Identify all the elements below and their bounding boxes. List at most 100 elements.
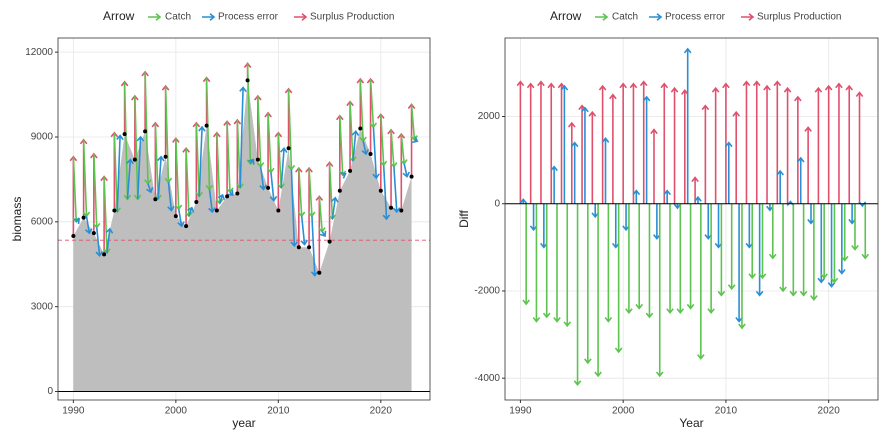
diff-arrow <box>796 156 805 204</box>
process-error-arrow <box>217 193 226 204</box>
biomass-point <box>276 208 281 213</box>
x-tick-label: 2000 <box>165 406 188 417</box>
diff-arrow <box>516 80 525 204</box>
y-axis-title: Diff <box>457 209 471 227</box>
diff-arrow <box>614 203 623 354</box>
diff-arrow <box>635 203 644 310</box>
biomass-point <box>204 123 209 128</box>
y-tick-label: 0 <box>47 386 53 397</box>
biomass-point <box>409 174 414 179</box>
diff-arrow <box>758 203 767 280</box>
process-error-arrow <box>136 135 145 200</box>
process-error-arrow <box>227 189 234 196</box>
biomass-point <box>296 245 301 250</box>
process-error-arrow <box>198 125 206 197</box>
catch-arrow <box>277 132 285 190</box>
diff-arrow <box>629 82 638 204</box>
diff-arrow <box>820 203 828 280</box>
y-axis-title: biomass <box>10 197 24 242</box>
biomass-point <box>378 188 383 193</box>
y-tick-label: 3000 <box>31 301 54 312</box>
catch-arrow <box>144 71 152 185</box>
process-error-arrow <box>116 134 124 212</box>
x-tick-label: 2010 <box>267 406 290 417</box>
biomass-point <box>317 270 322 275</box>
diff-arrow <box>707 203 715 315</box>
biomass-point <box>327 239 332 244</box>
biomass-point <box>81 215 86 220</box>
process-error-arrow <box>105 227 114 254</box>
legend-title: Arrow <box>103 9 135 23</box>
diff-arrow <box>526 82 535 204</box>
diff-arrow <box>799 203 808 297</box>
diff-arrow <box>711 86 720 204</box>
diff-arrow <box>742 80 751 204</box>
diff-arrow <box>625 203 633 315</box>
biomass-point <box>399 208 404 213</box>
diff-arrow <box>642 95 651 204</box>
diff-arrow <box>817 203 826 284</box>
surplus-arrow <box>387 128 395 208</box>
diff-arrow <box>650 128 658 204</box>
diff-arrow <box>824 84 833 204</box>
diff-arrow <box>663 189 671 204</box>
x-tick-label: 1990 <box>62 406 85 417</box>
y-tick-label: 12000 <box>25 47 53 58</box>
diff-arrow <box>855 91 864 204</box>
diff-arrow <box>694 195 702 204</box>
diff-arrow <box>748 203 757 280</box>
x-tick-label: 2020 <box>370 406 393 417</box>
diff-arrow <box>724 141 733 204</box>
biomass-point <box>266 185 271 190</box>
diff-arrow <box>542 203 551 319</box>
surplus-arrow <box>407 103 416 177</box>
biomass-point <box>214 208 219 213</box>
legend-label: Process error <box>665 12 726 23</box>
diff-arrow <box>550 165 558 204</box>
legend-label: Process error <box>218 12 279 23</box>
catch-arrow <box>225 121 234 194</box>
diff-arrow <box>794 95 802 204</box>
diff-arrow <box>604 203 613 323</box>
process-error-arrow <box>340 171 347 179</box>
diff-arrow <box>547 82 556 204</box>
diff-arrow <box>763 84 771 204</box>
biomass-point <box>358 126 363 131</box>
process-error-arrow <box>331 196 339 220</box>
biomass-point <box>389 205 394 210</box>
legend-key <box>294 13 308 21</box>
diff-arrow <box>717 203 726 297</box>
biomass-point <box>286 146 291 151</box>
surplus-arrow <box>397 132 406 211</box>
x-axis-title: year <box>232 416 255 430</box>
diff-arrow <box>835 82 843 204</box>
diff-arrow <box>686 203 695 310</box>
process-error-arrow <box>95 227 104 258</box>
biomass-point <box>112 208 117 213</box>
process-error-arrow <box>319 230 327 238</box>
biomass-point <box>307 245 312 250</box>
process-error-arrow <box>351 130 360 162</box>
legend-label: Surplus Production <box>757 12 842 23</box>
panel-border <box>57 37 431 401</box>
diff-arrow <box>563 203 572 328</box>
x-tick-label: 2000 <box>612 406 635 417</box>
diff-arrow <box>588 110 597 204</box>
process-error-arrow <box>372 127 380 180</box>
diff-arrow <box>789 203 798 297</box>
process-error-arrow <box>259 166 267 191</box>
biomass-point <box>368 151 373 156</box>
diff-arrow <box>722 82 730 204</box>
process-error-arrow <box>146 183 154 194</box>
diff-arrow <box>601 137 610 204</box>
biomass-point <box>194 200 199 205</box>
diff-arrow <box>594 203 602 378</box>
biomass-point <box>348 168 353 173</box>
diff-arrow <box>522 203 530 306</box>
y-tick-label: 2000 <box>478 111 501 122</box>
diff-arrow <box>676 203 685 315</box>
diff-arrow <box>776 169 785 204</box>
legend-key <box>649 13 663 21</box>
diff-arrow <box>701 104 710 204</box>
